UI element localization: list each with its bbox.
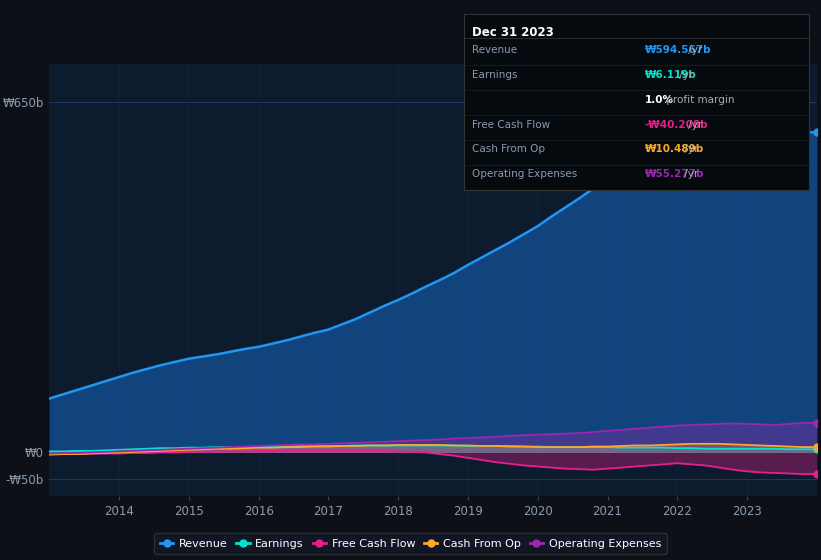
Text: profit margin: profit margin (663, 95, 734, 105)
Text: /yr: /yr (685, 120, 703, 129)
Text: Cash From Op: Cash From Op (472, 144, 545, 155)
Text: Dec 31 2023: Dec 31 2023 (472, 26, 554, 39)
Text: Revenue: Revenue (472, 45, 517, 55)
Text: -₩40.208b: -₩40.208b (644, 120, 708, 129)
Text: ₩6.119b: ₩6.119b (644, 70, 696, 80)
Text: Earnings: Earnings (472, 70, 517, 80)
Text: ₩55.277b: ₩55.277b (644, 170, 704, 179)
Text: Free Cash Flow: Free Cash Flow (472, 120, 550, 129)
Text: ₩594.567b: ₩594.567b (644, 45, 711, 55)
Text: /yr: /yr (677, 70, 694, 80)
Text: 1.0%: 1.0% (644, 95, 673, 105)
Text: Operating Expenses: Operating Expenses (472, 170, 577, 179)
Text: /yr: /yr (681, 170, 698, 179)
Text: /yr: /yr (685, 45, 703, 55)
Legend: Revenue, Earnings, Free Cash Flow, Cash From Op, Operating Expenses: Revenue, Earnings, Free Cash Flow, Cash … (154, 533, 667, 554)
Text: /yr: /yr (681, 144, 698, 155)
Text: ₩10.489b: ₩10.489b (644, 144, 704, 155)
